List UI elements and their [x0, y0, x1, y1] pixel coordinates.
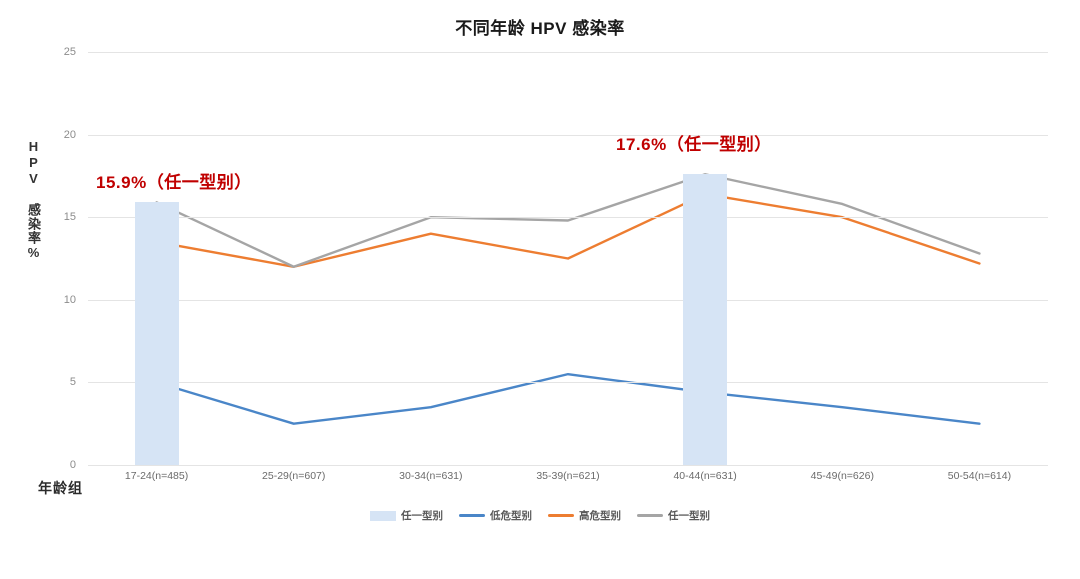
chart-annotation: 15.9%（任一型别）	[96, 173, 252, 192]
x-tick-label: 17-24(n=485)	[124, 470, 189, 482]
y-gridline: 20	[64, 129, 1048, 141]
chart-legend: 任一型别 低危型别 高危型别 任一型别	[0, 508, 1080, 523]
y-gridline: 5	[70, 376, 1048, 388]
legend-line-swatch-icon	[637, 514, 663, 517]
y-gridline: 25	[64, 46, 1048, 58]
x-tick-label: 30-34(n=631)	[399, 470, 463, 482]
y-tick-label: 10	[63, 293, 76, 306]
x-tick-label: 25-29(n=607)	[262, 470, 326, 482]
legend-bar-swatch-icon	[370, 510, 396, 521]
legend-item[interactable]: 高危型别	[548, 508, 621, 523]
y-tick-label: 0	[69, 459, 76, 471]
legend-label: 任一型别	[401, 510, 443, 522]
y-gridline: 10	[64, 294, 1048, 306]
legend-item[interactable]: 任一型别	[370, 508, 443, 523]
x-tick-label: 40-44(n=631)	[673, 470, 737, 482]
legend-label: 任一型别	[668, 510, 710, 522]
legend-item[interactable]: 低危型别	[459, 508, 532, 523]
line-series	[155, 173, 981, 268]
bar-series-layer	[88, 52, 1048, 465]
legend-label: 低危型别	[490, 510, 532, 522]
x-axis-tick-labels: 17-24(n=485) 25-29(n=607) 30-34(n=631) 35-3…	[88, 470, 1048, 490]
y-tick-label: 5	[69, 376, 76, 389]
y-gridline: 0	[70, 459, 1048, 471]
y-tick-label: 15	[63, 211, 76, 224]
legend-line-swatch-icon	[459, 514, 485, 517]
chart-annotation: 17.6%（任一型别）	[616, 135, 772, 154]
legend-line-swatch-icon	[548, 514, 574, 517]
plot-area: 0 5 10 15 20 25	[64, 46, 1048, 471]
chart-title: 不同年龄 HPV 感染率	[455, 19, 625, 38]
bar	[683, 174, 728, 465]
x-tick-label: 35-39(n=621)	[536, 470, 600, 482]
line-series	[155, 372, 981, 425]
y-tick-label: 20	[63, 128, 76, 141]
legend-item[interactable]: 任一型别	[637, 508, 710, 523]
gridline	[88, 465, 1048, 466]
gridline	[88, 299, 1048, 301]
x-tick-label: 45-49(n=626)	[810, 470, 874, 482]
x-axis-title: 年龄组	[38, 480, 83, 496]
gridline	[88, 52, 1048, 53]
y-axis-ticks: 0 5 10 15 20 25	[64, 46, 1048, 471]
gridline	[88, 217, 1048, 219]
gridline	[88, 134, 1048, 136]
y-gridline: 15	[64, 211, 1048, 223]
legend-label: 高危型别	[579, 510, 621, 522]
y-tick-label: 25	[63, 46, 76, 58]
x-tick-label: 50-54(n=614)	[947, 470, 1012, 482]
y-axis-title: HPV 感染率%	[26, 139, 41, 261]
bar	[134, 202, 179, 465]
gridline	[88, 382, 1048, 384]
